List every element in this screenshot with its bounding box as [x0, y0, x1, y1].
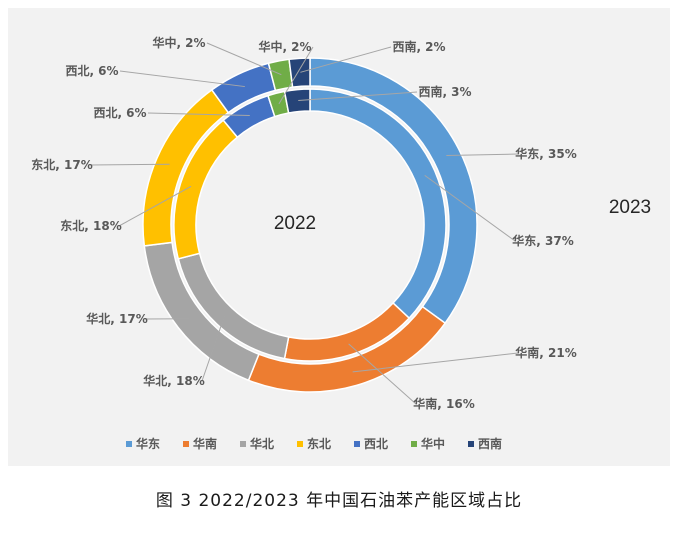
leader-line-2022-northwest — [147, 112, 250, 116]
leader-line-2022-southwest — [298, 91, 418, 102]
legend-swatch-south — [183, 441, 189, 447]
data-label-2022-southwest: 西南, 3% — [418, 84, 471, 99]
leader-line-2023-south — [352, 352, 519, 373]
legend-label-east: 华东 — [136, 436, 160, 451]
data-label-2023-northwest: 西北, 6% — [65, 63, 118, 78]
chart-panel: 华东, 37% 华南, 16% 华北, 18% 东北, 18% 西北, 6% 华中, 2%… — [8, 8, 670, 466]
data-labels: 华东, 37% 华南, 16% 华北, 18% 东北, 18% 西北, 6% 华中, 2%… — [31, 35, 576, 411]
legend-swatch-northeast — [297, 441, 303, 447]
donut-chart: 华东, 37% 华南, 16% 华北, 18% 东北, 18% 西北, 6% 华中, 2%… — [31, 35, 651, 451]
slice-2023-southwest — [288, 57, 311, 88]
leader-line-2023-east — [446, 153, 519, 157]
legend-swatch-southwest — [468, 441, 474, 447]
leader-line-2023-central — [206, 42, 282, 76]
donut-rings — [142, 57, 478, 393]
legend-label-central: 华中 — [421, 436, 445, 451]
legend: 华东 华南 华北 东北 西北 华中 西南 — [126, 436, 502, 451]
legend-label-northwest: 西北 — [364, 436, 388, 451]
inner-ring-title: 2022 — [274, 213, 316, 234]
legend-swatch-east — [126, 441, 132, 447]
outer-ring-title: 2023 — [609, 197, 651, 218]
leader-line-2022-north — [201, 315, 225, 382]
data-label-2023-central: 华中, 2% — [152, 35, 205, 50]
legend-label-south: 华南 — [193, 436, 217, 451]
data-label-2023-southwest: 西南, 2% — [392, 39, 445, 54]
data-label-2022-northwest: 西北, 6% — [93, 105, 146, 120]
data-label-2022-north: 华北, 18% — [143, 373, 204, 388]
data-label-2022-central: 华中, 2% — [258, 39, 311, 54]
data-label-2023-north: 华北, 17% — [86, 311, 147, 326]
leader-line-2023-northwest — [119, 70, 245, 88]
legend-swatch-north — [240, 441, 246, 447]
leader-line-2022-south — [348, 343, 417, 405]
slice-2022-southwest — [283, 88, 311, 114]
legend-label-northeast: 东北 — [307, 436, 331, 451]
leader-line-2023-southwest — [300, 46, 392, 73]
figure-caption: 图 3 2022/2023 年中国石油苯产能区域占比 — [155, 491, 523, 511]
legend-label-southwest: 西南 — [478, 436, 502, 451]
data-label-2023-south: 华南, 21% — [515, 345, 576, 360]
data-label-2022-northeast: 东北, 18% — [60, 218, 121, 233]
legend-label-north: 华北 — [250, 436, 274, 451]
data-label-2023-northeast: 东北, 17% — [31, 157, 92, 172]
leader-line-2023-northeast — [89, 163, 170, 166]
data-label-2022-east: 华东, 37% — [512, 233, 573, 248]
leader-line-2022-east — [424, 174, 516, 242]
leader-line-2022-northeast — [118, 185, 192, 227]
legend-swatch-central — [411, 441, 417, 447]
legend-swatch-northwest — [354, 441, 360, 447]
data-label-2022-south: 华南, 16% — [413, 396, 474, 411]
data-label-2023-east: 华东, 35% — [515, 146, 576, 161]
leader-line-2022-central — [278, 46, 314, 105]
label-leader-lines — [89, 42, 519, 405]
